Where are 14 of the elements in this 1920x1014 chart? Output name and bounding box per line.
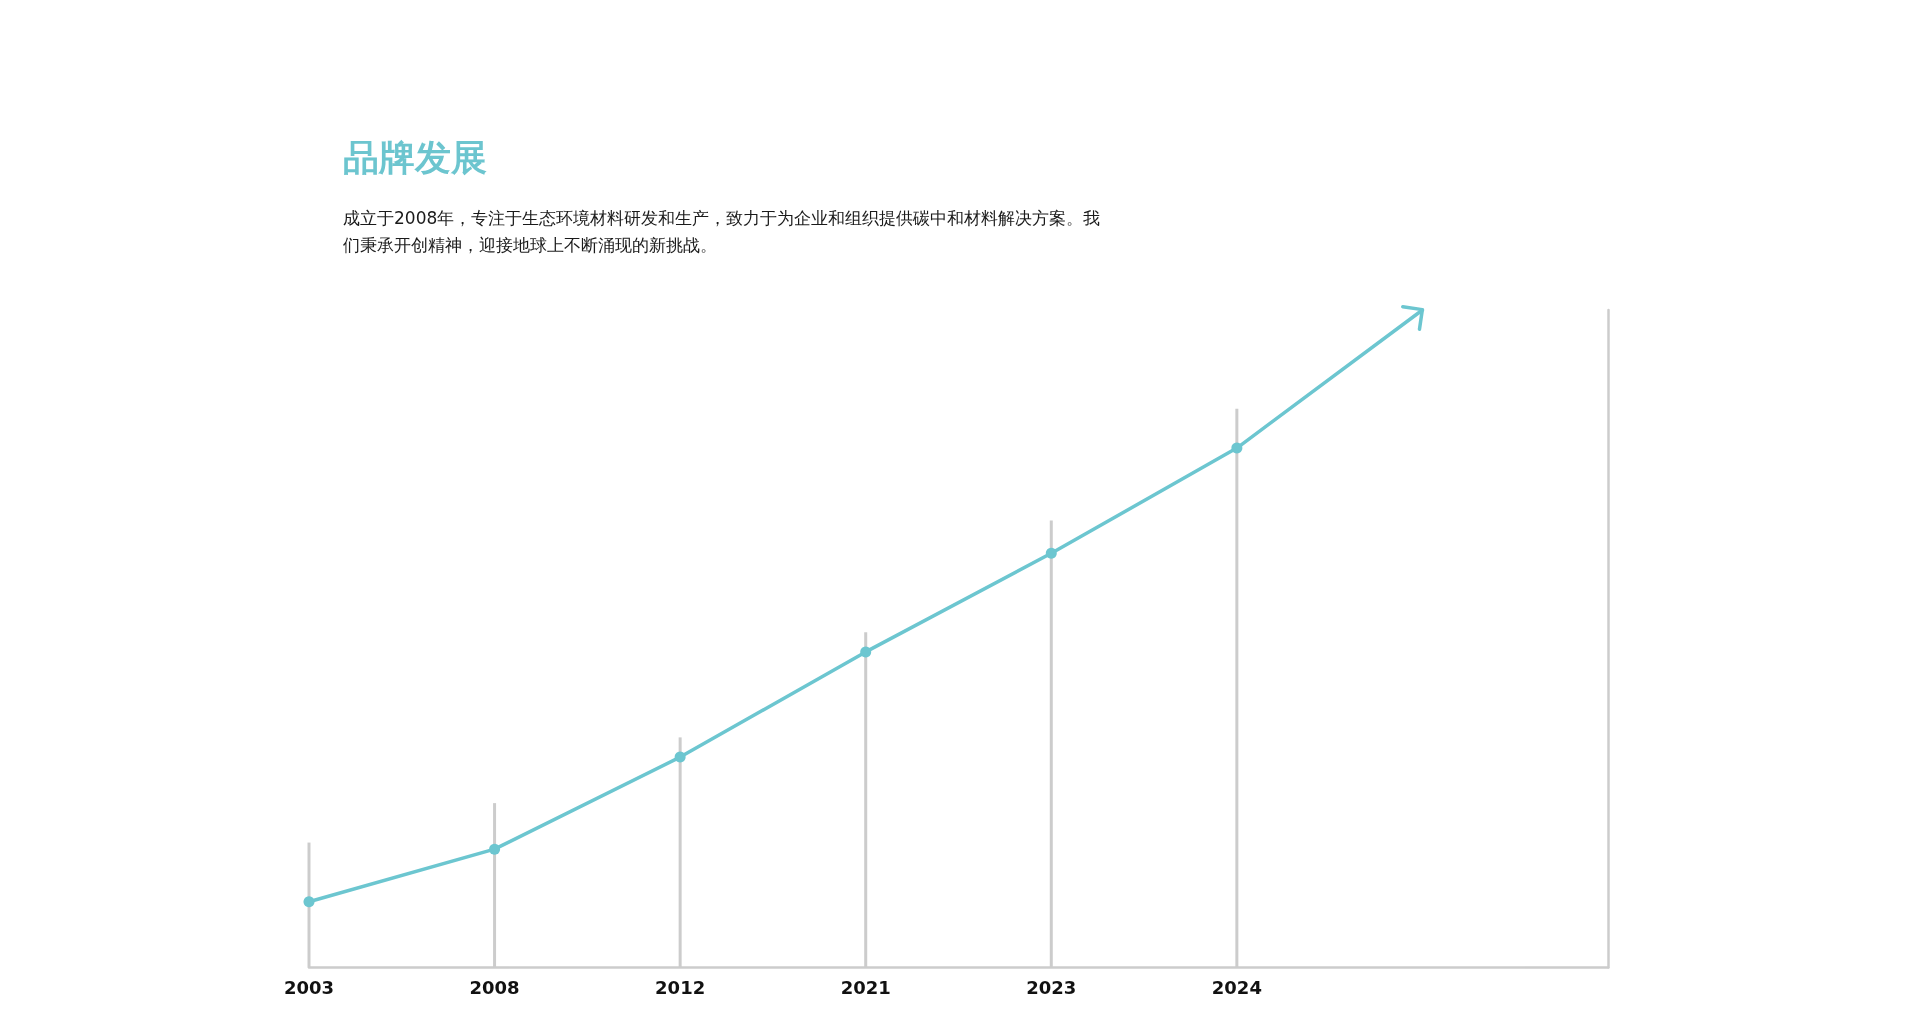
x-tick-label: 2008	[469, 977, 520, 998]
x-tick-label: 2023	[1026, 977, 1077, 998]
x-tick-label: 2012	[655, 977, 706, 998]
chart-subtitle: 成立于2008年，专注于生态环境材料研发和生产，致力于为企业和组织提供碳中和材料解决方案。我们秉承开创精神，迎接地球上不断涌现的新挑战。	[343, 207, 1101, 255]
x-tick-label: 2021	[840, 977, 891, 998]
point	[489, 843, 501, 855]
point	[303, 896, 315, 908]
x-tick-label: 2024	[1211, 977, 1262, 998]
point	[860, 646, 872, 658]
chart-title: 品牌发展	[343, 136, 487, 178]
point	[674, 751, 686, 763]
point	[1231, 442, 1243, 454]
point	[1045, 547, 1057, 559]
x-tick-label: 2003	[283, 977, 335, 998]
